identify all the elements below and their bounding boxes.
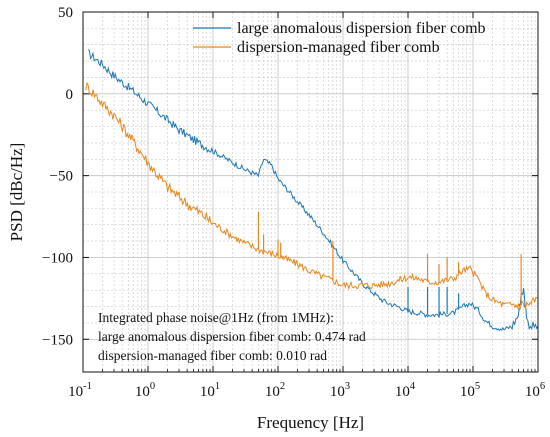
annotation-line-2: large anomalous dispersion fiber comb: 0… (98, 329, 366, 344)
series-group (85, 49, 538, 332)
x-tick-label: 106 (525, 381, 545, 400)
plot-area (85, 49, 538, 332)
x-tick-label: 104 (395, 381, 416, 400)
annotation-line-1: Integrated phase noise@1Hz (from 1MHz): (98, 310, 334, 325)
x-tick-label: 105 (460, 381, 480, 400)
x-tick-label: 100 (135, 381, 155, 400)
y-tick-label: 0 (66, 87, 74, 103)
legend-label-series-1: large anomalous dispersion fiber comb (237, 20, 486, 37)
x-tick-exponent: -1 (83, 381, 92, 392)
x-tick-exponent: 1 (215, 381, 220, 392)
y-tick-label: −50 (50, 169, 73, 185)
x-axis-label: Frequency [Hz] (257, 413, 364, 432)
x-tick-exponent: 6 (540, 381, 545, 392)
annotation-block: Integrated phase noise@1Hz (from 1MHz): … (98, 310, 366, 363)
x-tick-exponent: 2 (280, 381, 285, 392)
plot-frame (82, 11, 539, 373)
x-tick-label: 102 (265, 381, 285, 400)
x-tick-label: 101 (200, 381, 220, 400)
y-axis-label: PSD [dBc/Hz] (7, 143, 26, 242)
x-tick-exponent: 3 (345, 381, 350, 392)
series-line-1 (87, 49, 538, 332)
legend-label-series-2: dispersion-managed fiber comb (237, 39, 440, 56)
x-tick-label: 103 (330, 381, 350, 400)
x-tick-exponent: 5 (475, 381, 480, 392)
x-tick-exponent: 0 (150, 381, 155, 392)
legend: large anomalous dispersion fiber comb di… (193, 20, 486, 56)
y-tick-label: 50 (58, 5, 73, 21)
annotation-line-3: dispersion-managed fiber comb: 0.010 rad (98, 348, 327, 363)
series-line-2 (85, 81, 538, 311)
x-tick-exponent: 4 (410, 381, 416, 392)
y-tick-label: −100 (42, 250, 73, 266)
x-tick-label: 10-1 (68, 381, 92, 400)
y-tick-label: −150 (42, 332, 73, 348)
